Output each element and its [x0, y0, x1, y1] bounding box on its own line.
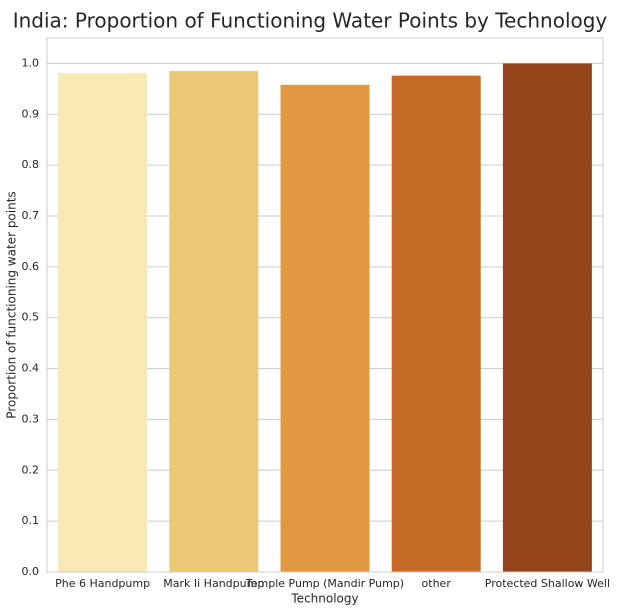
y-tick-label: 0.9 [22, 107, 40, 120]
x-tick-label: Phe 6 Handpump [55, 577, 150, 590]
x-tick-label: Temple Pump (Mandir Pump) [245, 577, 404, 590]
chart-title: India: Proportion of Functioning Water P… [13, 9, 608, 33]
y-tick-label: 0.4 [22, 362, 40, 375]
y-tick-label: 0.2 [22, 463, 40, 476]
y-tick-label: 0.8 [22, 158, 40, 171]
bar-mark-ii-handpump [169, 71, 259, 573]
y-tick-label: 0.6 [22, 260, 40, 273]
bar-temple-pump-mandir-pump [280, 84, 370, 572]
bar-phe-6-handpump [58, 73, 148, 572]
bar-other [391, 75, 481, 573]
plot-frame [46, 37, 604, 573]
x-tick-label: Protected Shallow Well [485, 577, 610, 590]
y-tick-label: 0.1 [22, 514, 40, 527]
y-tick-label: 0.5 [22, 311, 40, 324]
y-tick-label: 0.3 [22, 412, 40, 425]
y-tick-label: 1.0 [22, 56, 40, 69]
bars [58, 63, 592, 573]
y-tick-label: 0.7 [22, 209, 40, 222]
x-tick-label: other [422, 577, 452, 590]
y-tick-labels: 0.0 0.1 0.2 0.3 0.4 0.5 0.6 0.7 0.8 0.9 1.0 [22, 56, 40, 578]
x-axis-label: Technology [290, 592, 358, 606]
x-tick-label: Mark Ii Handpump [163, 577, 264, 590]
y-tick-label: 0.0 [22, 565, 40, 578]
y-axis-label: Proportion of functioning water points [5, 191, 19, 418]
bar-protected-shallow-well [502, 63, 592, 573]
